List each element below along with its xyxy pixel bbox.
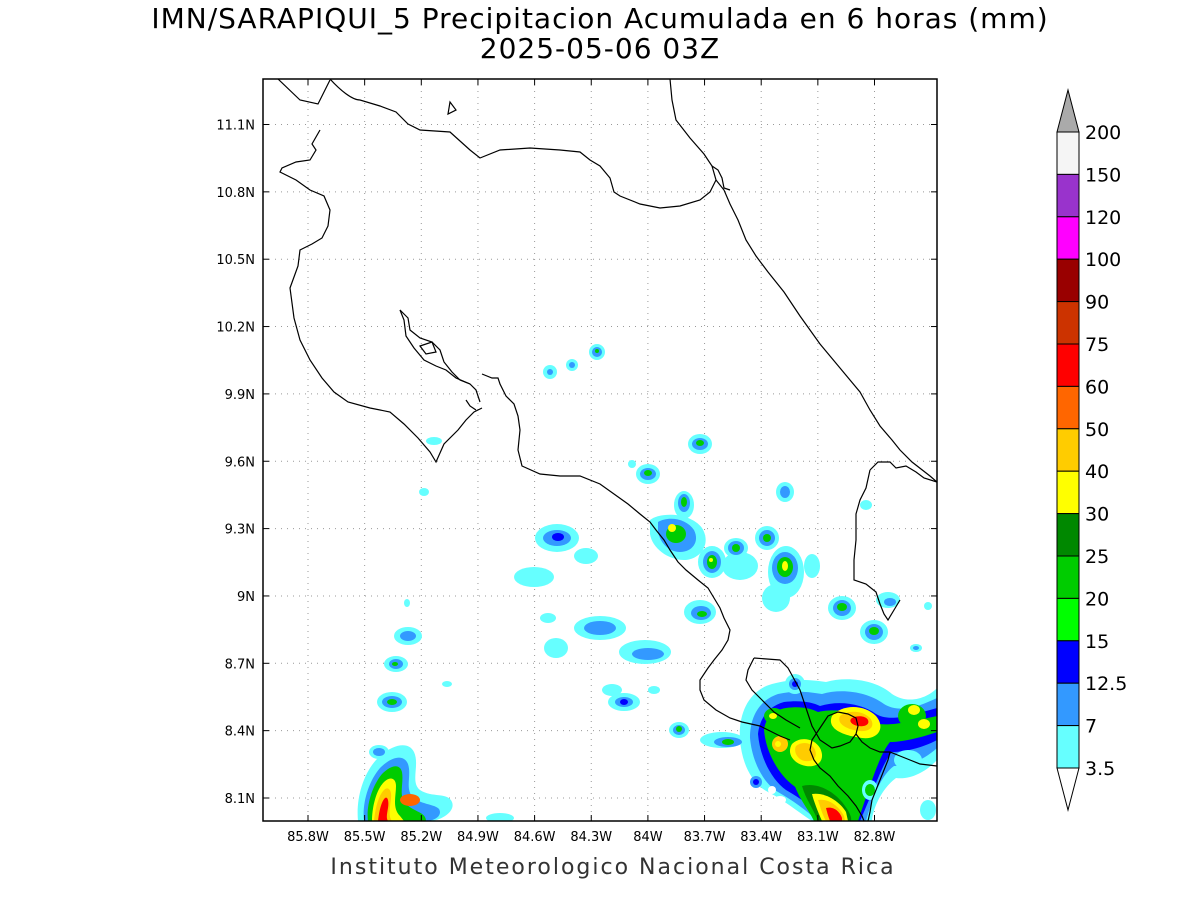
lon-tick-label: 85.2W [400,830,442,845]
lon-tick-label: 84.6W [514,830,556,845]
colorbar-level-label: 90 [1085,292,1109,314]
colorbar-swatch [1056,470,1080,515]
colorbar-swatch [1056,513,1080,557]
colorbar-labels: 200 150 120 100 90 75 60 50 40 30 25 20 15 12.5 7 3.5 [1085,122,1127,780]
latitude-labels: 11.1N 10.8N 10.5N 10.2N 9.9N 9.6N 9.3N 9N 8.7N 8.… [216,119,255,808]
lat-tick-label: 10.5N [216,253,255,268]
colorbar-level-label: 150 [1085,164,1121,186]
colorbar-level-label: 12.5 [1085,673,1127,695]
longitude-labels: 85.8W 85.5W 85.2W 84.9W 84.6W 84.3W 84W 83.7W 83… [287,830,895,845]
map-subtitle: 2025-05-06 03Z [479,32,721,65]
lon-tick-label: 83.7W [684,830,726,845]
colorbar-swatch [1056,428,1080,472]
colorbar-under-arrow [1056,767,1080,812]
colorbar-level-label: 30 [1085,504,1109,526]
colorbar-level-label: 75 [1085,334,1109,356]
colorbar-swatch [1056,385,1080,430]
colorbar-swatch [1056,131,1080,175]
coastline [277,79,937,821]
lon-tick-label: 84.9W [457,830,499,845]
colorbar-swatch [1056,258,1080,303]
colorbar-level-label: 50 [1085,419,1109,441]
lon-tick-label: 82.8W [854,830,896,845]
lon-tick-label: 83.1W [797,830,839,845]
lat-tick-label: 11.1N [216,119,255,134]
colorbar-level-label: 200 [1085,122,1121,144]
axis-ticks [263,79,937,821]
precipitation-field [357,344,937,821]
credit-text: Instituto Meteorologico Nacional Costa R… [330,855,896,880]
lat-tick-label: 9N [237,590,255,605]
map-frame [262,78,938,822]
lat-tick-label: 9.3N [225,523,255,538]
colorbar-level-label: 3.5 [1085,758,1115,780]
lat-tick-label: 9.9N [225,388,255,403]
colorbar-level-label: 15 [1085,631,1109,653]
lat-tick-label: 10.8N [216,186,255,201]
colorbar-level-label: 20 [1085,588,1109,610]
colorbar-swatch [1056,725,1080,769]
colorbar-swatch [1056,173,1080,218]
lat-tick-label: 8.7N [225,657,255,672]
colorbar-swatch [1056,301,1080,345]
lat-tick-label: 8.4N [225,725,255,740]
lat-tick-label: 9.6N [225,455,255,470]
colorbar-level-label: 7 [1085,716,1097,738]
precip-cell-sw-main [357,745,453,821]
lon-tick-label: 85.5W [344,830,386,845]
map-title: IMN/SARAPIQUI_5 Precipitacion Acumulada … [151,2,1049,35]
colorbar-level-label: 100 [1085,249,1121,271]
colorbar-level-label: 60 [1085,376,1109,398]
lon-tick-label: 85.8W [287,830,329,845]
colorbar-swatch [1056,216,1080,260]
colorbar-level-label: 120 [1085,207,1121,229]
colorbar-level-label: 25 [1085,546,1109,568]
lat-tick-label: 8.1N [225,792,255,807]
lon-tick-label: 83.4W [740,830,782,845]
lon-tick-label: 84W [633,830,663,845]
colorbar-level-label: 40 [1085,461,1109,483]
lon-tick-label: 84.3W [570,830,612,845]
colorbar-swatch [1056,555,1080,599]
lat-tick-label: 10.2N [216,321,255,336]
colorbar-over-arrow [1056,88,1080,133]
colorbar [1056,88,1080,812]
colorbar-swatch [1056,343,1080,387]
colorbar-swatch [1056,682,1080,727]
colorbar-swatch [1056,640,1080,684]
colorbar-swatch [1056,597,1080,642]
